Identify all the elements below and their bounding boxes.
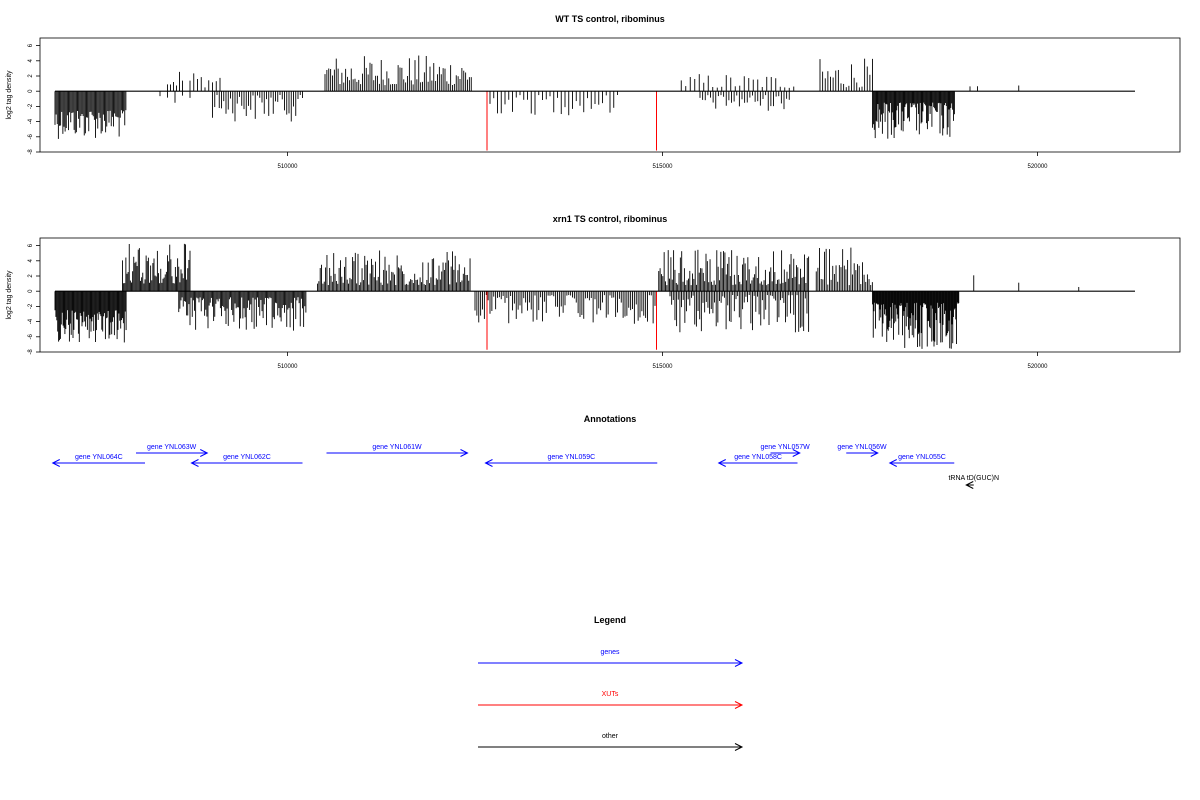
x-axis: 510000 515000 520000 bbox=[277, 152, 1048, 170]
annotation-arrow-head bbox=[190, 459, 199, 467]
y-tick-label: 4 bbox=[28, 258, 34, 262]
annotations-title: Annotations bbox=[584, 414, 637, 424]
x-axis: 510000 515000 520000 bbox=[277, 352, 1048, 370]
annotation-label: gene YNL062C bbox=[223, 454, 271, 461]
annotation-item: gene YNL058C bbox=[717, 454, 798, 467]
annotation-label: gene YNL056W bbox=[837, 444, 887, 451]
panel-title: xrn1 TS control, ribominus bbox=[553, 214, 668, 224]
y-tick-label: 0 bbox=[28, 89, 34, 93]
y-tick-label: 2 bbox=[28, 274, 34, 278]
xrn1-density-panel: xrn1 TS control, ribominus log2 tag dens… bbox=[6, 214, 1181, 370]
annotation-item: gene YNL062C bbox=[190, 454, 303, 467]
y-tick-label: -8 bbox=[28, 349, 34, 355]
legend-entry: XUTs bbox=[478, 691, 744, 709]
legend-items: genes XUTs other bbox=[478, 649, 744, 751]
density-bars bbox=[54, 55, 1020, 139]
legend-label: other bbox=[602, 733, 619, 740]
annotation-arrow-head bbox=[51, 459, 60, 467]
annotation-item: gene YNL063W bbox=[136, 444, 209, 457]
annotation-arrow-head bbox=[200, 449, 209, 457]
y-tick-label: -4 bbox=[28, 318, 34, 324]
y-axis-label: log2 tag density bbox=[6, 70, 13, 120]
legend-arrow-head bbox=[734, 659, 744, 667]
annotation-arrow-head bbox=[965, 481, 974, 489]
legend: Legend genes XUTs other bbox=[478, 615, 744, 751]
y-tick-label: -2 bbox=[28, 103, 34, 109]
x-tick-label: 515000 bbox=[652, 164, 673, 170]
x-tick-label: 510000 bbox=[277, 364, 298, 370]
y-tick-label: -6 bbox=[28, 333, 34, 339]
annotation-label: gene YNL063W bbox=[147, 444, 197, 451]
y-axis: -8 -6 -4 -2 0 2 4 6 bbox=[28, 43, 40, 155]
xut-spikes bbox=[486, 291, 657, 350]
plot-frame bbox=[39, 37, 1181, 153]
annotation-label: gene YNL057W bbox=[760, 444, 810, 451]
annotation-arrow-head bbox=[460, 449, 469, 457]
legend-entry: other bbox=[478, 733, 744, 751]
annotation-arrow-head bbox=[484, 459, 493, 467]
annotation-item: tRNA tD(GUC)N bbox=[948, 475, 999, 489]
annotation-item: gene YNL057W bbox=[760, 444, 810, 457]
annotation-items: gene YNL064C gene YNL063W gene YNL062C gene… bbox=[51, 444, 999, 489]
y-tick-label: 6 bbox=[28, 243, 34, 247]
legend-arrow-head bbox=[734, 701, 744, 709]
annotation-label: gene YNL058C bbox=[734, 454, 782, 461]
y-tick-label: -4 bbox=[28, 118, 34, 124]
plot-frame bbox=[39, 237, 1181, 353]
annotation-label: gene YNL061W bbox=[372, 444, 422, 451]
annotation-label: tRNA tD(GUC)N bbox=[948, 475, 999, 482]
annotation-item: gene YNL056W bbox=[837, 444, 887, 457]
annotation-item: gene YNL061W bbox=[326, 444, 469, 457]
annotation-label: gene YNL055C bbox=[898, 454, 946, 461]
x-tick-label: 515000 bbox=[652, 364, 673, 370]
y-tick-label: 2 bbox=[28, 74, 34, 78]
xut-spikes bbox=[486, 91, 657, 151]
annotation-label: gene YNL064C bbox=[75, 454, 123, 461]
legend-entry: genes bbox=[478, 649, 744, 667]
annotation-item: gene YNL055C bbox=[888, 454, 955, 467]
legend-arrow-head bbox=[734, 743, 744, 751]
y-tick-label: -2 bbox=[28, 303, 34, 309]
y-tick-label: 6 bbox=[28, 43, 34, 47]
y-tick-label: -6 bbox=[28, 133, 34, 139]
y-tick-label: 0 bbox=[28, 289, 34, 293]
y-tick-label: 4 bbox=[28, 58, 34, 62]
annotation-arrow-head bbox=[717, 459, 726, 467]
legend-label: XUTs bbox=[602, 691, 619, 698]
annotation-label: gene YNL059C bbox=[548, 454, 596, 461]
panel-title: WT TS control, ribominus bbox=[555, 14, 665, 24]
annotation-arrow-head bbox=[888, 459, 897, 467]
y-tick-label: -8 bbox=[28, 149, 34, 155]
y-axis-label: log2 tag density bbox=[6, 270, 13, 320]
x-tick-label: 520000 bbox=[1027, 364, 1048, 370]
y-axis: -8 -6 -4 -2 0 2 4 6 bbox=[28, 243, 40, 355]
density-bars bbox=[54, 243, 1080, 349]
annotation-item: gene YNL064C bbox=[51, 454, 145, 467]
x-tick-label: 520000 bbox=[1027, 164, 1048, 170]
wt-density-panel: WT TS control, ribominus log2 tag densit… bbox=[6, 14, 1181, 170]
annotation-item: gene YNL059C bbox=[484, 454, 658, 467]
x-tick-label: 510000 bbox=[277, 164, 298, 170]
annotation-arrow-head bbox=[870, 449, 879, 457]
annotation-arrow-head bbox=[792, 449, 801, 457]
legend-title: Legend bbox=[594, 615, 626, 625]
legend-label: genes bbox=[600, 649, 620, 656]
